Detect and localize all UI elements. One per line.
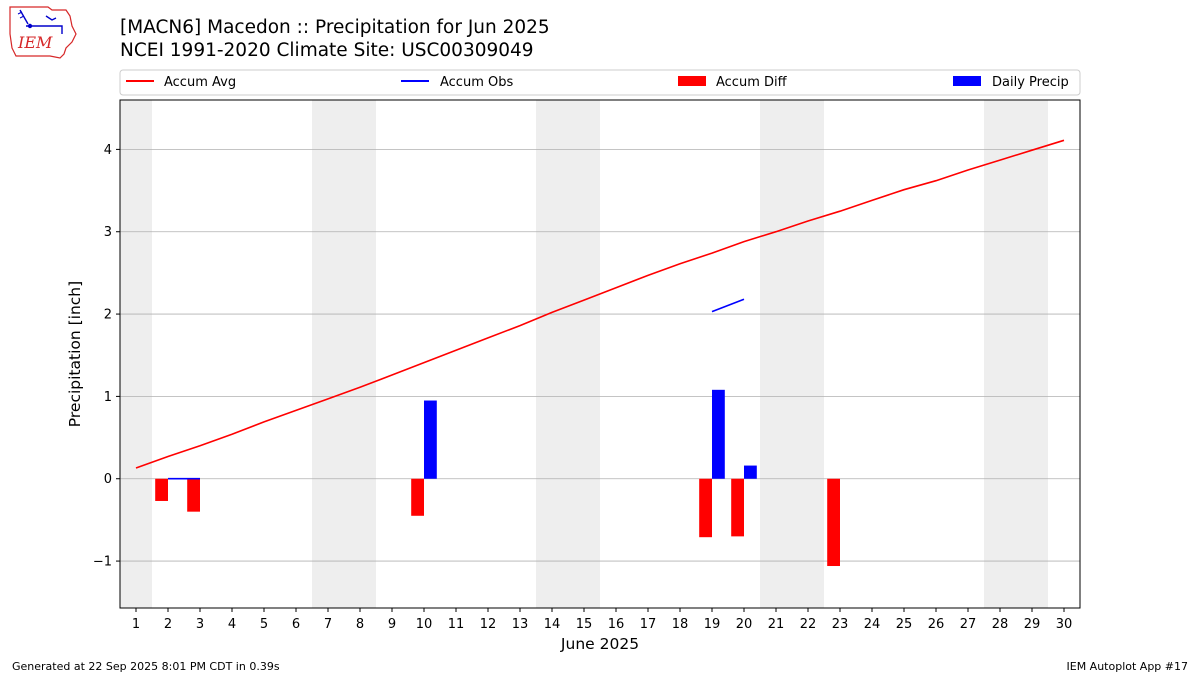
iem-logo: IEM [9, 6, 77, 59]
x-tick-label-17: 17 [640, 617, 657, 632]
weekend-shade-day-22 [792, 100, 824, 608]
x-axis-label: June 2025 [560, 635, 639, 653]
legend-swatch-accum-diff [678, 76, 706, 86]
x-tick-label-10: 10 [416, 617, 433, 632]
x-tick-label-11: 11 [448, 617, 465, 632]
legend-label-daily-precip: Daily Precip [992, 75, 1069, 90]
plot-frame [119, 99, 1081, 609]
gridlines [120, 149, 1080, 562]
x-tick-label-15: 15 [576, 617, 593, 632]
x-tick-label-29: 29 [1024, 617, 1041, 632]
x-tick-label-19: 19 [704, 617, 721, 632]
y-tick-label-4: 4 [104, 143, 112, 158]
x-tick-label-23: 23 [832, 617, 849, 632]
x-tick-label-16: 16 [608, 617, 625, 632]
daily-precip-bar-day-20 [744, 465, 757, 479]
x-tick-label-4: 4 [228, 617, 236, 632]
accum-diff-bar-day-23 [827, 478, 840, 567]
lines [135, 139, 1065, 480]
accum-avg-line [135, 139, 1065, 469]
weekend-shade-day-14 [536, 100, 568, 608]
x-tick-label-26: 26 [928, 617, 945, 632]
x-tick-label-2: 2 [164, 617, 172, 632]
accum-obs-line-segment-2 [711, 298, 745, 313]
legend-label-accum-avg: Accum Avg [164, 75, 236, 90]
y-axis: −1 0 1 2 3 4 [93, 143, 120, 570]
x-tick-label-14: 14 [544, 617, 561, 632]
generated-timestamp: Generated at 22 Sep 2025 8:01 PM CDT in … [12, 660, 280, 673]
weekend-shade-day-8 [344, 100, 376, 608]
x-tick-label-8: 8 [356, 617, 364, 632]
weekend-shading [120, 100, 1048, 608]
y-tick-label-3: 3 [104, 225, 112, 240]
x-tick-label-7: 7 [324, 617, 332, 632]
x-tick-label-18: 18 [672, 617, 689, 632]
accum-diff-bar-day-19 [699, 478, 712, 538]
x-tick-label-21: 21 [768, 617, 785, 632]
y-tick-label-1: 1 [104, 390, 112, 405]
x-tick-label-20: 20 [736, 617, 753, 632]
legend-label-accum-diff: Accum Diff [716, 75, 788, 90]
x-tick-label-6: 6 [292, 617, 300, 632]
daily-precip-bar-day-10 [424, 400, 437, 479]
chart-subtitle: NCEI 1991-2020 Climate Site: USC00309049 [120, 40, 534, 61]
x-axis: 1 2 3 4 5 6 7 8 9 10 11 12 13 14 15 16 17 18 19 20 21 22 23 24 2… [132, 608, 1072, 632]
accum-diff-bar-day-2 [155, 478, 168, 501]
logo-text: IEM [17, 33, 53, 52]
x-tick-label-25: 25 [896, 617, 913, 632]
x-tick-label-1: 1 [132, 617, 140, 632]
weekend-shade-day-15 [568, 100, 600, 608]
chart-title: [MACN6] Macedon :: Precipitation for Jun… [120, 17, 550, 38]
legend-label-accum-obs: Accum Obs [440, 75, 513, 90]
x-tick-label-24: 24 [864, 617, 881, 632]
weekend-shade-day-21 [760, 100, 792, 608]
weekend-shade-day-28 [984, 100, 1016, 608]
accum-diff-bar-day-10 [411, 478, 424, 516]
x-tick-label-28: 28 [992, 617, 1009, 632]
x-tick-label-22: 22 [800, 617, 817, 632]
weekend-shade-day-1 [120, 100, 152, 608]
x-tick-label-5: 5 [260, 617, 268, 632]
y-tick-label-2: 2 [104, 308, 112, 323]
legend: Accum Avg Accum Obs Accum Diff Daily Pre… [119, 69, 1081, 96]
y-axis-label: Precipitation [inch] [66, 281, 84, 427]
x-tick-label-13: 13 [512, 617, 529, 632]
weekend-shade-day-29 [1016, 100, 1048, 608]
legend-swatch-daily-precip [953, 76, 981, 86]
y-tick-label-0: 0 [104, 472, 112, 487]
x-tick-label-12: 12 [480, 617, 497, 632]
app-label: IEM Autoplot App #17 [1066, 660, 1189, 673]
accum-diff-bar-day-3 [187, 478, 200, 512]
y-tick-label--1: −1 [93, 555, 112, 570]
x-tick-label-9: 9 [388, 617, 396, 632]
x-tick-label-30: 30 [1056, 617, 1073, 632]
bars [155, 389, 840, 567]
legend-frame [119, 69, 1081, 96]
x-tick-label-27: 27 [960, 617, 977, 632]
x-tick-label-3: 3 [196, 617, 204, 632]
daily-precip-bar-day-19 [712, 389, 725, 479]
weekend-shade-day-7 [312, 100, 344, 608]
accum-diff-bar-day-20 [731, 478, 744, 537]
